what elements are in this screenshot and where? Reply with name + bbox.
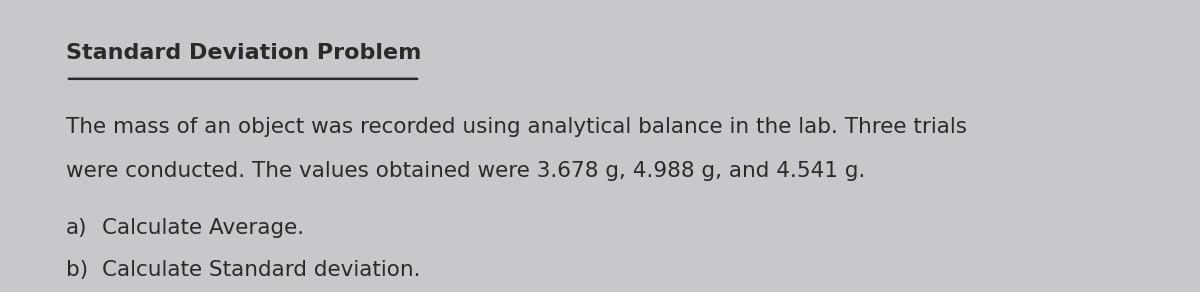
Text: were conducted. The values obtained were 3.678 g, 4.988 g, and 4.541 g.: were conducted. The values obtained were… xyxy=(66,161,865,181)
Text: Calculate Standard deviation.: Calculate Standard deviation. xyxy=(102,260,420,280)
Text: Calculate Average.: Calculate Average. xyxy=(102,218,304,238)
Text: Standard Deviation Problem: Standard Deviation Problem xyxy=(66,43,421,62)
Text: The mass of an object was recorded using analytical balance in the lab. Three tr: The mass of an object was recorded using… xyxy=(66,117,967,137)
Text: b): b) xyxy=(66,260,88,280)
Text: a): a) xyxy=(66,218,88,238)
